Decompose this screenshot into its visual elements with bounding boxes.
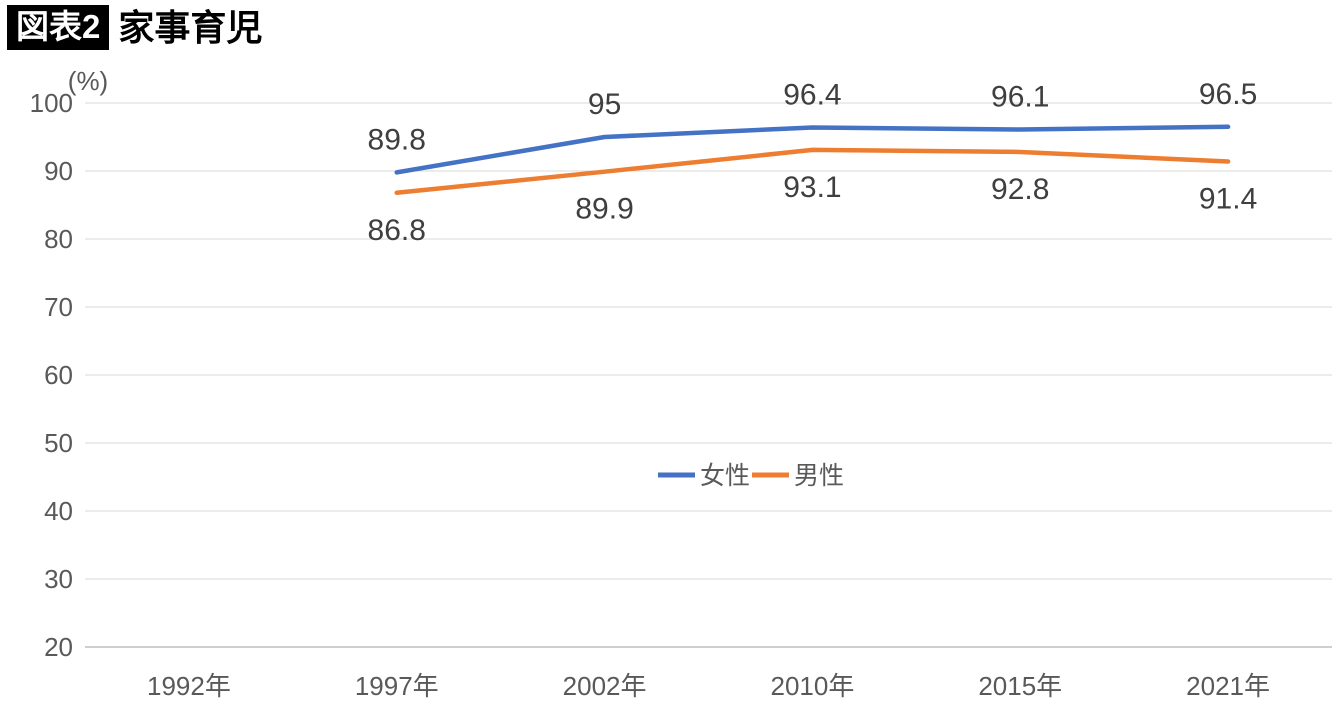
male-series-line (394, 147, 1231, 196)
x-tick-label: 1997年 (355, 671, 439, 701)
y-axis-unit-label: (%) (68, 66, 108, 96)
y-tick-label: 30 (44, 564, 73, 594)
x-tick-label: 2002年 (563, 671, 647, 701)
y-tick-label: 80 (44, 224, 73, 254)
female-data-label: 96.1 (991, 81, 1049, 114)
y-tick-label: 60 (44, 360, 73, 390)
x-tick-label: 2010年 (770, 671, 854, 701)
x-tick-label: 2021年 (1186, 671, 1270, 701)
x-tick-label: 1992年 (147, 671, 231, 701)
y-tick-label: 20 (44, 632, 73, 662)
y-tick-label: 100 (30, 88, 73, 118)
chart-header: 図表2 家事育児 (7, 5, 262, 50)
female-data-label: 89.8 (368, 123, 426, 156)
male-data-label: 91.4 (1199, 182, 1257, 215)
male-data-label: 92.8 (991, 173, 1049, 206)
y-tick-label: 90 (44, 156, 73, 186)
female-data-label: 96.4 (783, 78, 841, 111)
legend-label-female: 女性 (700, 462, 750, 490)
page-title: 家事育児 (118, 6, 263, 48)
figure-badge: 図表2 (7, 5, 110, 50)
y-tick-label: 40 (44, 496, 73, 526)
legend-label-male: 男性 (794, 462, 844, 490)
y-tick-label: 50 (44, 428, 73, 458)
y-tick-label: 70 (44, 292, 73, 322)
male-data-label: 89.9 (575, 193, 633, 226)
female-data-label: 95 (588, 88, 621, 121)
female-series-line (394, 124, 1231, 175)
female-data-label: 96.5 (1199, 78, 1257, 111)
male-data-label: 93.1 (783, 171, 841, 204)
x-tick-label: 2015年 (978, 671, 1062, 701)
male-data-label: 86.8 (368, 214, 426, 247)
